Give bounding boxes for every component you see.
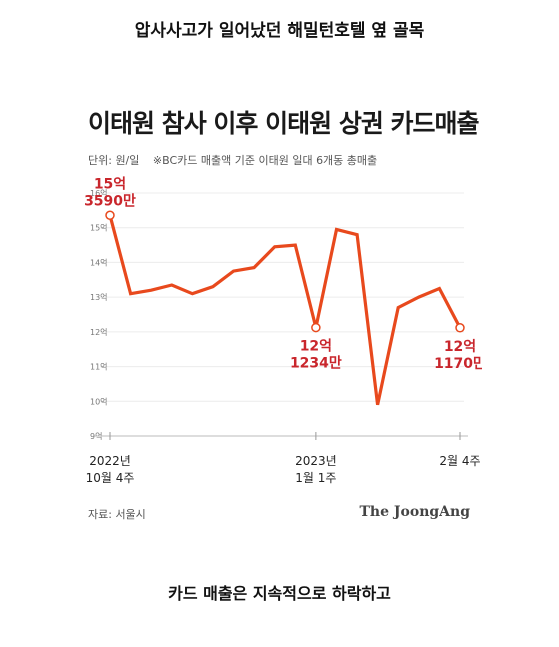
x-tick-label: 2월 4주 [439,454,480,468]
x-tick-label: 2023년 [295,454,337,468]
chart-subtitle: 단위: 원/일 ※BC카드 매출액 기준 이태원 일대 6개동 총매출 [88,152,377,168]
chart-title: 이태원 참사 이후 이태원 상권 카드매출 [88,109,480,138]
x-tick-label: 2022년 [89,454,131,468]
data-note: ※BC카드 매출액 기준 이태원 일대 6개동 총매출 [152,154,378,167]
y-tick-label: 12억 [90,327,108,337]
unit-label: 단위: 원/일 [88,154,140,167]
y-tick-label: 16억 [90,188,108,198]
highlight-point [311,322,321,333]
y-tick-label: 13억 [90,292,108,302]
series-line [108,214,462,406]
data-label: 12억 [300,339,332,355]
data-label: 1234만 [290,356,342,372]
y-tick-label: 10억 [90,396,108,406]
highlight-point [105,210,115,221]
data-label: 15억 [94,176,126,192]
bottom-caption: 카드 매출은 지속적으로 하락하고 [168,584,391,603]
y-tick-label: 15억 [90,223,108,233]
data-label: 3590만 [84,193,136,209]
x-tick-label: 10월 4주 [86,471,135,485]
y-tick-label: 14억 [90,257,108,267]
data-label: 1170만 [434,356,482,372]
chart-card: 이태원 참사 이후 이태원 상권 카드매출 단위: 원/일 ※BC카드 매출액 … [76,86,482,538]
x-tick-label: 1월 1주 [295,471,336,485]
source-label: 자료: 서울시 [88,508,146,521]
brand-logo: The JoongAng [359,504,470,520]
highlight-point [455,323,465,333]
y-tick-label: 11억 [90,362,108,372]
data-label: 12억 [444,339,476,355]
top-caption: 압사사고가 일어났던 해밀턴호텔 옆 골목 [134,21,425,41]
